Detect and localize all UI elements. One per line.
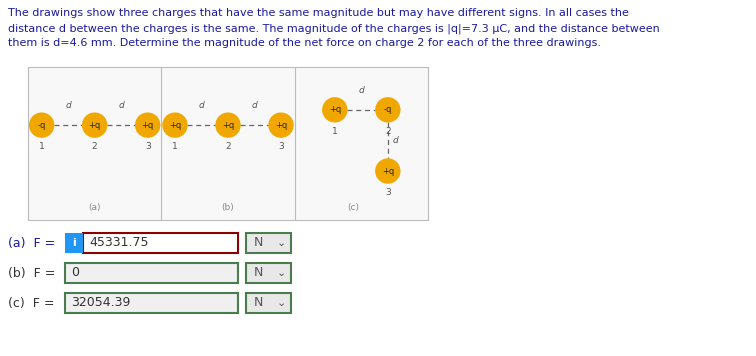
Text: N: N: [254, 236, 263, 250]
Text: ⌄: ⌄: [276, 298, 286, 308]
Text: +q: +q: [169, 121, 181, 130]
Text: (b): (b): [222, 203, 234, 212]
Text: i: i: [72, 238, 76, 248]
Text: 2: 2: [385, 127, 391, 136]
Text: N: N: [254, 297, 263, 309]
Text: (a)  F =: (a) F =: [8, 236, 55, 250]
Circle shape: [135, 113, 160, 137]
Circle shape: [376, 98, 400, 122]
FancyBboxPatch shape: [246, 293, 291, 313]
Text: 3: 3: [278, 142, 284, 151]
FancyBboxPatch shape: [65, 293, 238, 313]
Text: ⌄: ⌄: [276, 268, 286, 278]
Text: ⌄: ⌄: [276, 238, 286, 248]
Text: d: d: [393, 136, 398, 145]
FancyBboxPatch shape: [83, 233, 238, 253]
Text: 1: 1: [172, 142, 178, 151]
Circle shape: [163, 113, 187, 137]
Text: (b)  F =: (b) F =: [8, 267, 55, 279]
Text: d: d: [252, 101, 257, 110]
FancyBboxPatch shape: [65, 263, 238, 283]
Text: distance d between the charges is the same. The magnitude of the charges is |q|=: distance d between the charges is the sa…: [8, 23, 660, 33]
Text: 2: 2: [225, 142, 231, 151]
Text: The drawings show three charges that have the same magnitude but may have differ: The drawings show three charges that hav…: [8, 8, 629, 18]
Text: 45331.75: 45331.75: [89, 236, 148, 250]
Text: +q: +q: [275, 121, 287, 130]
Circle shape: [82, 113, 107, 137]
Text: +q: +q: [88, 121, 101, 130]
Text: (a): (a): [88, 203, 101, 212]
Text: d: d: [118, 101, 124, 110]
Text: (c): (c): [347, 203, 359, 212]
Circle shape: [376, 159, 400, 183]
Text: 32054.39: 32054.39: [71, 297, 130, 309]
Text: 3: 3: [145, 142, 150, 151]
Text: +q: +q: [382, 167, 394, 176]
Text: 3: 3: [385, 188, 391, 197]
Text: 1: 1: [39, 142, 45, 151]
Bar: [28, 67, 428, 220]
Text: them is d=4.6 mm. Determine the magnitude of the net force on charge 2 for each : them is d=4.6 mm. Determine the magnitud…: [8, 38, 601, 48]
FancyBboxPatch shape: [65, 233, 83, 253]
Text: -q: -q: [38, 121, 46, 130]
Text: 2: 2: [92, 142, 98, 151]
Circle shape: [29, 113, 54, 137]
Text: +q: +q: [141, 121, 153, 130]
Text: 1: 1: [332, 127, 338, 136]
FancyBboxPatch shape: [246, 263, 291, 283]
Circle shape: [269, 113, 293, 137]
Text: d: d: [199, 101, 204, 110]
Text: +q: +q: [222, 121, 234, 130]
Text: 0: 0: [71, 267, 79, 279]
Text: (c)  F =: (c) F =: [8, 297, 55, 309]
FancyBboxPatch shape: [246, 233, 291, 253]
Text: -q: -q: [383, 105, 392, 114]
Circle shape: [216, 113, 240, 137]
Text: d: d: [358, 86, 364, 95]
Text: +q: +q: [329, 105, 341, 114]
Circle shape: [323, 98, 347, 122]
Text: N: N: [254, 267, 263, 279]
Text: d: d: [65, 101, 71, 110]
